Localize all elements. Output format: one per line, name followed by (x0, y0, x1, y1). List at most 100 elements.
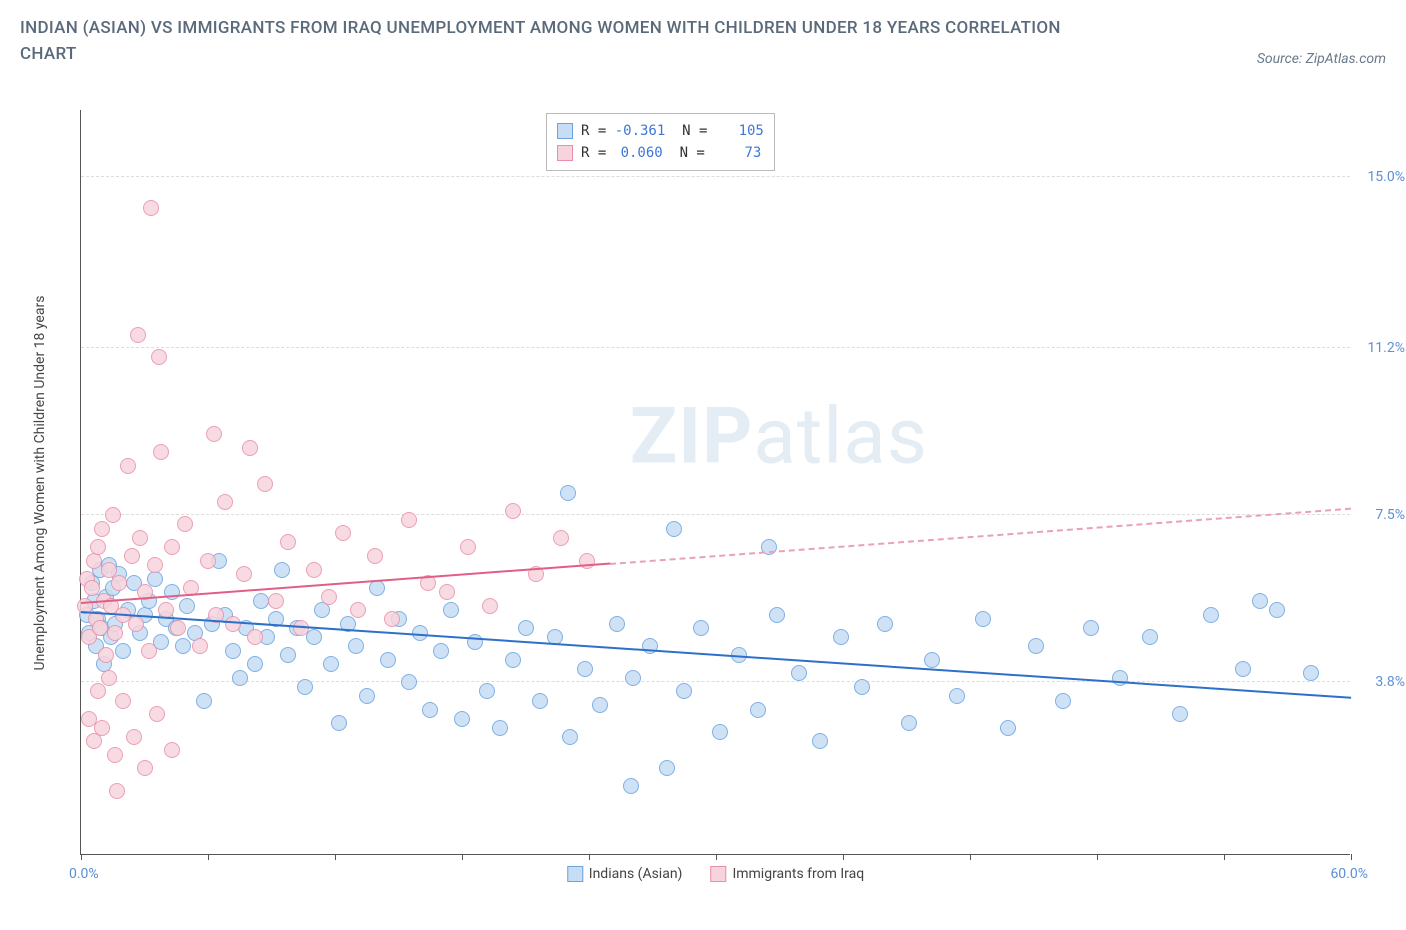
scatter-point-iraq (350, 602, 366, 618)
trend-line (81, 611, 1351, 699)
scatter-point-iraq (107, 625, 123, 641)
scatter-point-indians (532, 693, 548, 709)
scatter-point-iraq (143, 200, 159, 216)
scatter-point-iraq (280, 534, 296, 550)
stats-row-indians: R = -0.361 N = 105 (557, 120, 764, 142)
stats-text: R = -0.361 N = 105 (581, 123, 764, 139)
scatter-point-indians (712, 724, 728, 740)
scatter-point-indians (812, 733, 828, 749)
scatter-point-iraq (460, 539, 476, 555)
scatter-point-iraq (124, 548, 140, 564)
scatter-point-indians (422, 702, 438, 718)
scatter-point-iraq (247, 629, 263, 645)
scatter-point-indians (1083, 620, 1099, 636)
scatter-point-iraq (268, 593, 284, 609)
scatter-point-indians (479, 683, 495, 699)
scatter-point-indians (1055, 693, 1071, 709)
scatter-point-iraq (321, 589, 337, 605)
scatter-point-iraq (236, 566, 252, 582)
scatter-point-iraq (90, 683, 106, 699)
scatter-point-indians (676, 683, 692, 699)
scatter-point-indians (833, 629, 849, 645)
stats-legend: R = -0.361 N = 105 R = 0.060 N = 73 (546, 113, 775, 171)
scatter-point-iraq (141, 643, 157, 659)
scatter-point-iraq (105, 507, 121, 523)
watermark-bold: ZIP (630, 392, 753, 483)
scatter-point-iraq (101, 670, 117, 686)
scatter-point-indians (225, 643, 241, 659)
scatter-point-indians (443, 602, 459, 618)
trend-line (610, 507, 1351, 564)
scatter-point-indians (348, 638, 364, 654)
scatter-point-indians (280, 647, 296, 663)
legend-item-indians: Indians (Asian) (567, 866, 683, 882)
x-label-right: 60.0% (1330, 866, 1368, 882)
gridline (81, 681, 1350, 682)
gridline (81, 176, 1350, 177)
scatter-point-indians (380, 652, 396, 668)
scatter-point-indians (401, 674, 417, 690)
swatch-icon (567, 866, 583, 882)
scatter-point-iraq (217, 494, 233, 510)
chart-container: Unemployment Among Women with Children U… (50, 95, 1390, 855)
scatter-point-indians (274, 562, 290, 578)
scatter-point-iraq (109, 783, 125, 799)
scatter-point-iraq (153, 444, 169, 460)
scatter-point-indians (659, 760, 675, 776)
plot-area: ZIPatlas 3.8%7.5%11.2%15.0%0.0%60.0%R = … (80, 110, 1350, 855)
scatter-point-indians (666, 521, 682, 537)
scatter-point-indians (877, 616, 893, 632)
scatter-point-indians (1252, 593, 1268, 609)
scatter-point-iraq (86, 733, 102, 749)
scatter-point-iraq (147, 557, 163, 573)
scatter-point-indians (1000, 720, 1016, 736)
scatter-point-indians (625, 670, 641, 686)
y-tick-label: 7.5% (1375, 507, 1405, 523)
scatter-point-iraq (170, 620, 186, 636)
scatter-point-indians (297, 679, 313, 695)
scatter-point-iraq (206, 426, 222, 442)
scatter-point-iraq (101, 562, 117, 578)
scatter-point-indians (901, 715, 917, 731)
scatter-point-iraq (132, 530, 148, 546)
swatch-icon (557, 145, 573, 161)
scatter-point-iraq (200, 553, 216, 569)
scatter-point-indians (750, 702, 766, 718)
scatter-point-indians (562, 729, 578, 745)
scatter-point-iraq (164, 742, 180, 758)
scatter-point-iraq (94, 521, 110, 537)
swatch-icon (710, 866, 726, 882)
scatter-point-iraq (401, 512, 417, 528)
scatter-point-iraq (257, 476, 273, 492)
scatter-point-iraq (86, 553, 102, 569)
scatter-point-indians (560, 485, 576, 501)
scatter-point-iraq (482, 598, 498, 614)
scatter-point-iraq (151, 349, 167, 365)
scatter-point-iraq (553, 530, 569, 546)
scatter-point-indians (1172, 706, 1188, 722)
scatter-point-indians (492, 720, 508, 736)
stats-row-iraq: R = 0.060 N = 73 (557, 142, 764, 164)
scatter-point-iraq (120, 458, 136, 474)
scatter-point-indians (769, 607, 785, 623)
y-tick-label: 11.2% (1367, 340, 1405, 356)
scatter-point-indians (1269, 602, 1285, 618)
x-label-left: 0.0% (69, 866, 99, 882)
gridline (81, 514, 1350, 515)
scatter-point-indians (232, 670, 248, 686)
x-tick (970, 854, 971, 860)
scatter-point-iraq (92, 620, 108, 636)
x-tick (1224, 854, 1225, 860)
legend-label: Indians (Asian) (589, 866, 683, 882)
scatter-point-indians (592, 697, 608, 713)
scatter-point-iraq (90, 539, 106, 555)
x-tick (843, 854, 844, 860)
scatter-point-indians (623, 778, 639, 794)
y-tick-label: 15.0% (1367, 169, 1405, 185)
x-tick (589, 854, 590, 860)
stats-text: R = 0.060 N = 73 (581, 145, 761, 161)
x-tick (208, 854, 209, 860)
watermark: ZIPatlas (630, 392, 928, 483)
scatter-point-iraq (128, 616, 144, 632)
scatter-point-indians (179, 598, 195, 614)
